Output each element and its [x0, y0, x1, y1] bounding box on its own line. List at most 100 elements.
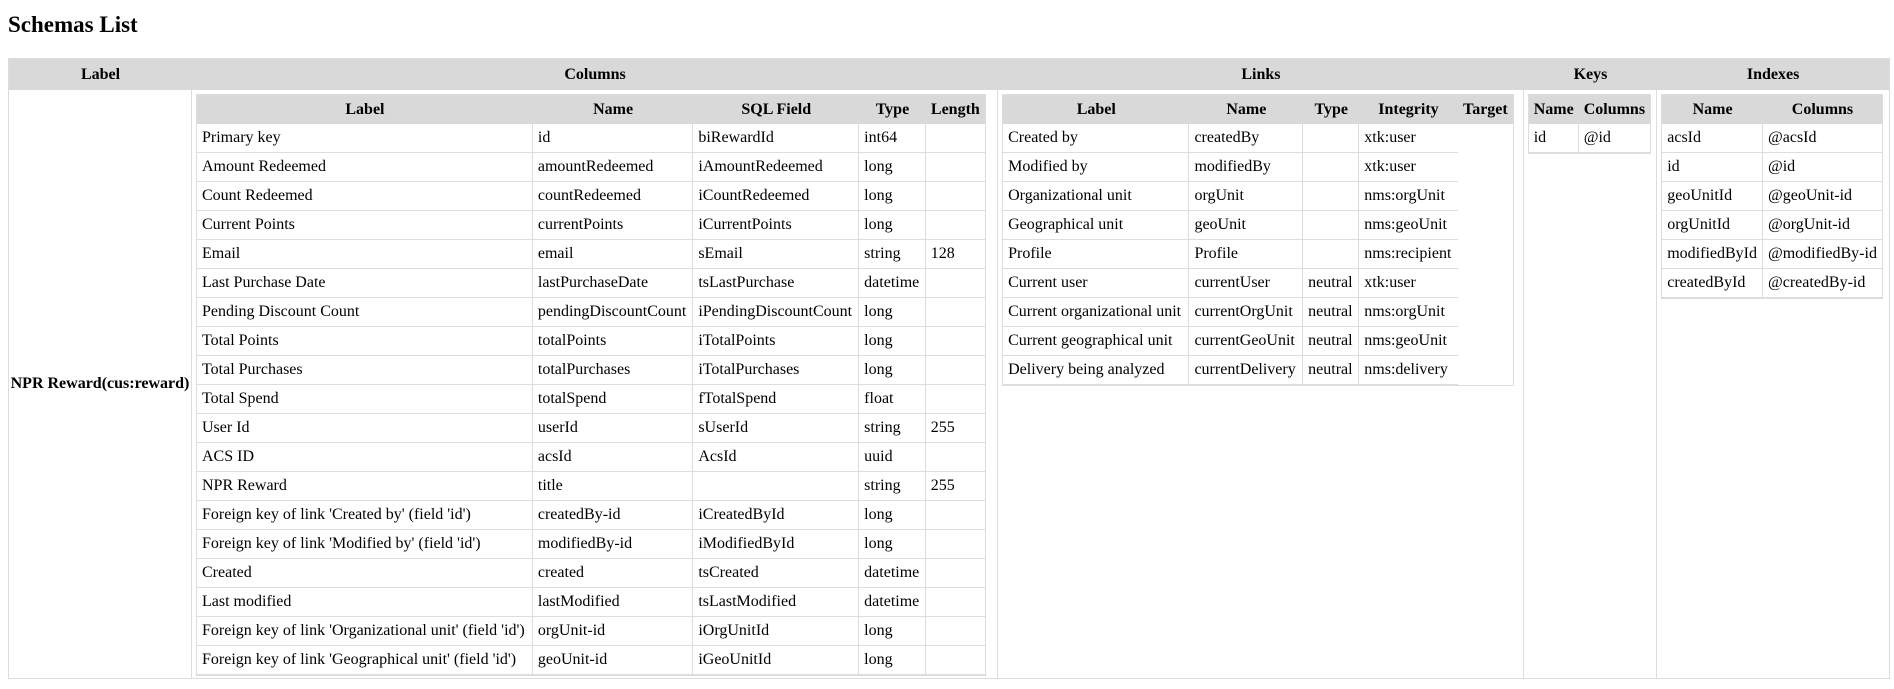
columns-row: ACS ID acsId AcsId uuid — [197, 443, 985, 472]
columns-cell-length — [925, 559, 985, 588]
columns-cell-sql-field: iModifiedById — [693, 530, 860, 559]
links-row: Current user currentUser neutral xtk:user — [1003, 269, 1513, 298]
columns-cell-sql-field: sEmail — [693, 240, 860, 269]
links-cell-name: createdBy — [1189, 124, 1304, 153]
columns-row: Primary key id biRewardId int64 — [197, 124, 985, 153]
columns-cell-name: pendingDiscountCount — [532, 298, 694, 327]
columns-cell-length — [925, 588, 985, 617]
columns-cell-label: User Id — [197, 414, 533, 443]
columns-cell-sql-field: sUserId — [693, 414, 860, 443]
columns-cell-sql-field: iOrgUnitId — [693, 617, 860, 646]
links-cell-label: Organizational unit — [1003, 182, 1190, 211]
indexes-header-name: Name — [1662, 95, 1763, 124]
links-row: Profile Profile nms:recipient — [1003, 240, 1513, 269]
columns-cell-length — [925, 327, 985, 356]
columns-header-name: Name — [532, 95, 694, 124]
columns-cell-name: modifiedBy-id — [532, 530, 694, 559]
links-cell-name: currentOrgUnit — [1189, 298, 1304, 327]
columns-header-type: Type — [859, 95, 926, 124]
columns-cell-sql-field: tsCreated — [693, 559, 860, 588]
links-cell-name: currentDelivery — [1189, 356, 1304, 385]
header-keys: Keys — [1523, 59, 1658, 90]
columns-cell-name: lastPurchaseDate — [532, 269, 694, 298]
columns-cell-type: long — [859, 646, 926, 675]
links-cell-name: Profile — [1189, 240, 1304, 269]
indexes-cell: Name Columns acsId @acsId id @id geoUnitId @geo… — [1657, 90, 1889, 678]
columns-cell-sql-field: iGeoUnitId — [693, 646, 860, 675]
columns-cell-label: Last modified — [197, 588, 533, 617]
columns-cell-type: string — [859, 414, 926, 443]
links-cell-type: neutral — [1303, 327, 1360, 356]
columns-cell-length: 255 — [925, 414, 985, 443]
columns-cell-type: long — [859, 356, 926, 385]
columns-cell-label: Foreign key of link 'Modified by' (field… — [197, 530, 533, 559]
columns-cell-type: datetime — [859, 559, 926, 588]
links-cell-label: Delivery being analyzed — [1003, 356, 1190, 385]
indexes-cell-name: geoUnitId — [1662, 182, 1763, 211]
columns-cell-label: Total Spend — [197, 385, 533, 414]
links-cell-name: currentGeoUnit — [1189, 327, 1304, 356]
columns-row: Last modified lastModified tsLastModified d… — [197, 588, 985, 617]
links-cell-integrity: nms:orgUnit — [1359, 182, 1458, 211]
columns-row: Foreign key of link 'Created by' (field … — [197, 501, 985, 530]
columns-cell-type: string — [859, 472, 926, 501]
columns-cell-name: title — [532, 472, 694, 501]
columns-header-row: Label Name SQL Field Type Length — [197, 95, 985, 124]
columns-cell-length — [925, 298, 985, 327]
links-cell-label: Profile — [1003, 240, 1190, 269]
columns-cell-label: Last Purchase Date — [197, 269, 533, 298]
columns-row: Total Points totalPoints iTotalPoints long — [197, 327, 985, 356]
columns-cell-name: totalPurchases — [532, 356, 694, 385]
schemas-table: Label Columns Links Keys Indexes NPR Rew… — [8, 58, 1890, 679]
links-cell-integrity: xtk:user — [1359, 153, 1458, 182]
indexes-header-row: Name Columns — [1662, 95, 1882, 124]
links-cell-integrity: nms:recipient — [1359, 240, 1458, 269]
links-cell-name: geoUnit — [1189, 211, 1304, 240]
links-row: Organizational unit orgUnit nms:orgUnit — [1003, 182, 1513, 211]
links-cell-integrity: xtk:user — [1359, 124, 1458, 153]
columns-cell-label: Pending Discount Count — [197, 298, 533, 327]
links-cell-type: neutral — [1303, 356, 1360, 385]
links-cell-type — [1303, 240, 1360, 269]
keys-row: id @id — [1528, 124, 1651, 153]
columns-cell-name: created — [532, 559, 694, 588]
links-cell-type: neutral — [1303, 298, 1360, 327]
columns-cell-type: uuid — [859, 443, 926, 472]
columns-header-length: Length — [925, 95, 985, 124]
links-cell-name: modifiedBy — [1189, 153, 1304, 182]
columns-cell-label: Count Redeemed — [197, 182, 533, 211]
columns-row: Last Purchase Date lastPurchaseDate tsLast… — [197, 269, 985, 298]
columns-cell-type: float — [859, 385, 926, 414]
columns-cell-label: Total Purchases — [197, 356, 533, 385]
columns-cell-length — [925, 385, 985, 414]
columns-cell-length — [925, 211, 985, 240]
columns-cell-name: createdBy-id — [532, 501, 694, 530]
columns-cell-sql-field: iCurrentPoints — [693, 211, 860, 240]
columns-row: Foreign key of link 'Geographical unit' … — [197, 646, 985, 675]
links-cell-label: Created by — [1003, 124, 1190, 153]
links-cell-integrity: nms:orgUnit — [1359, 298, 1458, 327]
columns-cell: Label Name SQL Field Type Length Primary key i… — [192, 90, 999, 678]
columns-row: Foreign key of link 'Modified by' (field… — [197, 530, 985, 559]
columns-row: Created created tsCreated datetime — [197, 559, 985, 588]
columns-cell-name: countRedeemed — [532, 182, 694, 211]
columns-cell-label: NPR Reward — [197, 472, 533, 501]
columns-cell-name: totalPoints — [532, 327, 694, 356]
indexes-cell-columns: @id — [1763, 153, 1882, 182]
columns-cell-type: long — [859, 211, 926, 240]
columns-cell-type: int64 — [859, 124, 926, 153]
columns-cell-label: Email — [197, 240, 533, 269]
columns-cell-name: orgUnit-id — [532, 617, 694, 646]
columns-cell-sql-field: iCountRedeemed — [693, 182, 860, 211]
columns-cell-type: long — [859, 501, 926, 530]
keys-header-columns: Columns — [1578, 95, 1651, 124]
links-header-integrity: Integrity — [1359, 95, 1458, 124]
links-table: Label Name Type Integrity Target Created by cr… — [1002, 94, 1515, 386]
columns-cell-sql-field: iTotalPoints — [693, 327, 860, 356]
links-cell-label: Geographical unit — [1003, 211, 1190, 240]
columns-cell-sql-field: biRewardId — [693, 124, 860, 153]
links-header-type: Type — [1303, 95, 1360, 124]
indexes-table: Name Columns acsId @acsId id @id geoUnitId @geo… — [1661, 94, 1883, 299]
links-header-name: Name — [1189, 95, 1304, 124]
links-row: Modified by modifiedBy xtk:user — [1003, 153, 1513, 182]
